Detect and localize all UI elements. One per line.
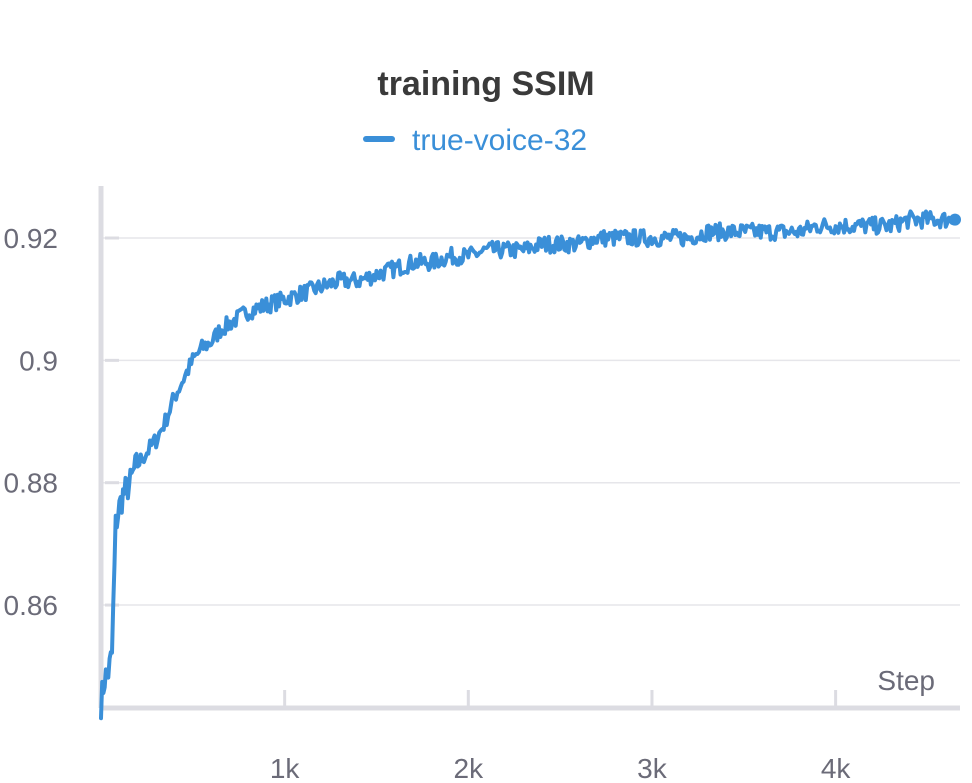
series-line-0[interactable] [99,209,957,721]
x-tick-label: 2k [454,753,485,783]
series-layer [99,209,961,721]
x-axis: 1k 2k 3k 4k [101,690,960,783]
legend[interactable]: true-voice-32 [363,124,587,157]
chart-title: training SSIM [377,65,594,103]
x-tick-label: 4k [821,753,852,783]
y-tick-label: 0.9 [19,345,58,376]
series-end-point[interactable] [949,213,961,226]
x-tick-label: 1k [270,753,301,783]
x-tick-label: 3k [637,753,668,783]
grid [101,237,960,606]
y-tick-label: 0.88 [4,468,59,499]
y-tick-label: 0.86 [4,590,59,621]
y-axis: 0.86 0.88 0.9 0.92 [4,186,119,708]
legend-label: true-voice-32 [412,124,587,157]
y-tick-label: 0.92 [4,223,59,254]
x-axis-label: Step [877,665,935,696]
